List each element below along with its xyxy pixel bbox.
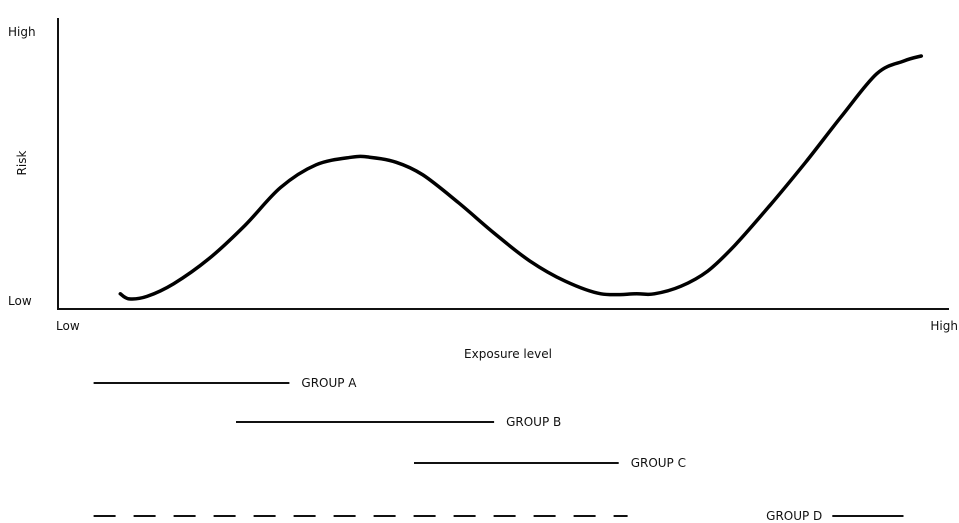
y-axis-label: Risk xyxy=(15,151,29,176)
x-axis-label: Exposure level xyxy=(464,347,552,361)
x-tick-low: Low xyxy=(56,319,80,333)
group-a-label: GROUP A xyxy=(301,376,357,390)
group-d-label: GROUP D xyxy=(766,509,822,523)
group-b-label: GROUP B xyxy=(506,415,561,429)
risk-curve xyxy=(118,54,924,301)
y-tick-high: High xyxy=(8,25,36,39)
group-c-label: GROUP C xyxy=(631,456,686,470)
y-tick-low: Low xyxy=(8,294,32,308)
x-tick-high: High xyxy=(930,319,958,333)
